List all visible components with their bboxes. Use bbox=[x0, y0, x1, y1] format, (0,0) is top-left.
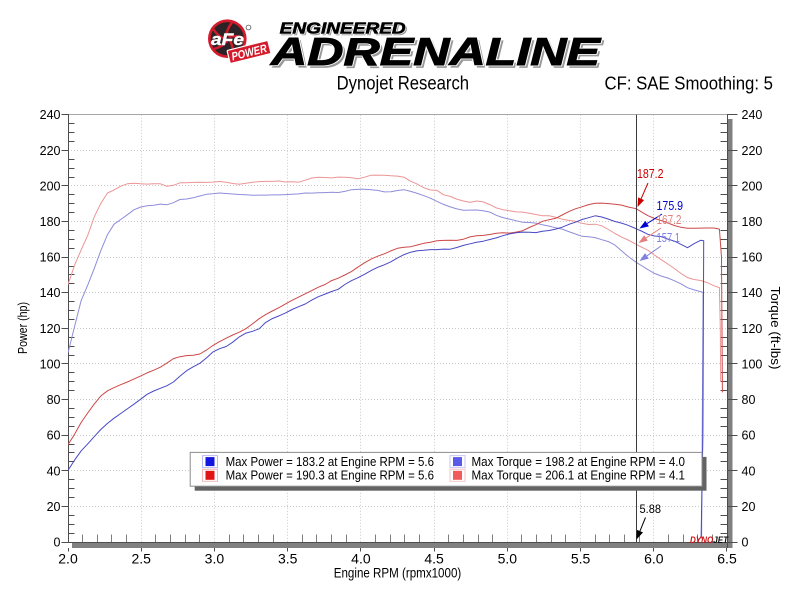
svg-text:175.9: 175.9 bbox=[657, 198, 684, 213]
svg-text:60: 60 bbox=[47, 429, 61, 443]
svg-text:40: 40 bbox=[47, 464, 61, 478]
svg-text:140: 140 bbox=[40, 286, 61, 300]
svg-text:160: 160 bbox=[40, 251, 61, 265]
svg-text:Dynojet Research: Dynojet Research bbox=[337, 74, 470, 95]
svg-text:220: 220 bbox=[742, 144, 763, 158]
svg-text:Engine RPM (rpmx1000): Engine RPM (rpmx1000) bbox=[334, 565, 462, 581]
svg-text:200: 200 bbox=[742, 179, 763, 193]
svg-text:5.88: 5.88 bbox=[640, 502, 662, 516]
svg-text:220: 220 bbox=[40, 144, 61, 158]
svg-text:240: 240 bbox=[40, 108, 61, 122]
svg-text:40: 40 bbox=[742, 464, 756, 478]
svg-text:20: 20 bbox=[47, 500, 61, 514]
svg-text:4.0: 4.0 bbox=[351, 551, 371, 567]
svg-text:ADRENALINE: ADRENALINE bbox=[270, 31, 602, 74]
svg-text:240: 240 bbox=[742, 108, 763, 122]
svg-text:180: 180 bbox=[742, 215, 763, 229]
svg-text:ENGINEERED: ENGINEERED bbox=[280, 21, 407, 38]
svg-text:5.0: 5.0 bbox=[498, 551, 518, 567]
svg-text:Max Torque = 198.2 at Engine R: Max Torque = 198.2 at Engine RPM = 4.0 bbox=[472, 455, 686, 469]
svg-text:Max Power = 190.3 at Engine RP: Max Power = 190.3 at Engine RPM = 5.6 bbox=[226, 469, 434, 483]
svg-text:120: 120 bbox=[742, 322, 763, 336]
svg-text:ADRENALINE: ADRENALINE bbox=[272, 34, 604, 77]
svg-text:157.1: 157.1 bbox=[657, 230, 681, 245]
svg-text:2.0: 2.0 bbox=[58, 551, 78, 567]
svg-text:DYNOJET: DYNOJET bbox=[690, 535, 729, 545]
svg-text:160: 160 bbox=[742, 251, 763, 265]
svg-text:180: 180 bbox=[40, 215, 61, 229]
svg-text:3.0: 3.0 bbox=[205, 551, 225, 567]
svg-text:ADRENALINE: ADRENALINE bbox=[270, 31, 602, 74]
svg-text:140: 140 bbox=[742, 286, 763, 300]
svg-text:0: 0 bbox=[54, 536, 61, 550]
svg-text:3.5: 3.5 bbox=[278, 551, 298, 567]
svg-text:120: 120 bbox=[40, 322, 61, 336]
svg-text:6.5: 6.5 bbox=[717, 551, 737, 567]
svg-text:Torque (ft-lbs): Torque (ft-lbs) bbox=[768, 287, 782, 370]
svg-text:80: 80 bbox=[47, 393, 61, 407]
svg-text:ENGINEERED: ENGINEERED bbox=[281, 22, 408, 39]
svg-text:ENGINEERED: ENGINEERED bbox=[280, 21, 407, 38]
svg-text:5.5: 5.5 bbox=[571, 551, 591, 567]
svg-text:6.0: 6.0 bbox=[644, 551, 664, 567]
svg-text:0: 0 bbox=[742, 536, 749, 550]
svg-text:60: 60 bbox=[742, 429, 756, 443]
svg-text:100: 100 bbox=[742, 358, 763, 372]
svg-text:20: 20 bbox=[742, 500, 756, 514]
svg-text:4.5: 4.5 bbox=[424, 551, 444, 567]
svg-text:Max Torque = 206.1 at Engine R: Max Torque = 206.1 at Engine RPM = 4.1 bbox=[472, 469, 686, 483]
svg-text:80: 80 bbox=[742, 393, 756, 407]
svg-text:2.5: 2.5 bbox=[131, 551, 151, 567]
svg-text:167.2: 167.2 bbox=[657, 212, 682, 227]
svg-text:Max Power = 183.2 at Engine RP: Max Power = 183.2 at Engine RPM = 5.6 bbox=[226, 455, 434, 469]
svg-text:200: 200 bbox=[40, 179, 61, 193]
svg-text:187.2: 187.2 bbox=[637, 166, 664, 181]
svg-text:CF: SAE Smoothing: 5: CF: SAE Smoothing: 5 bbox=[605, 74, 774, 94]
svg-text:aFe: aFe bbox=[211, 30, 244, 49]
svg-text:Power (hp): Power (hp) bbox=[16, 302, 30, 354]
svg-text:100: 100 bbox=[40, 358, 61, 372]
